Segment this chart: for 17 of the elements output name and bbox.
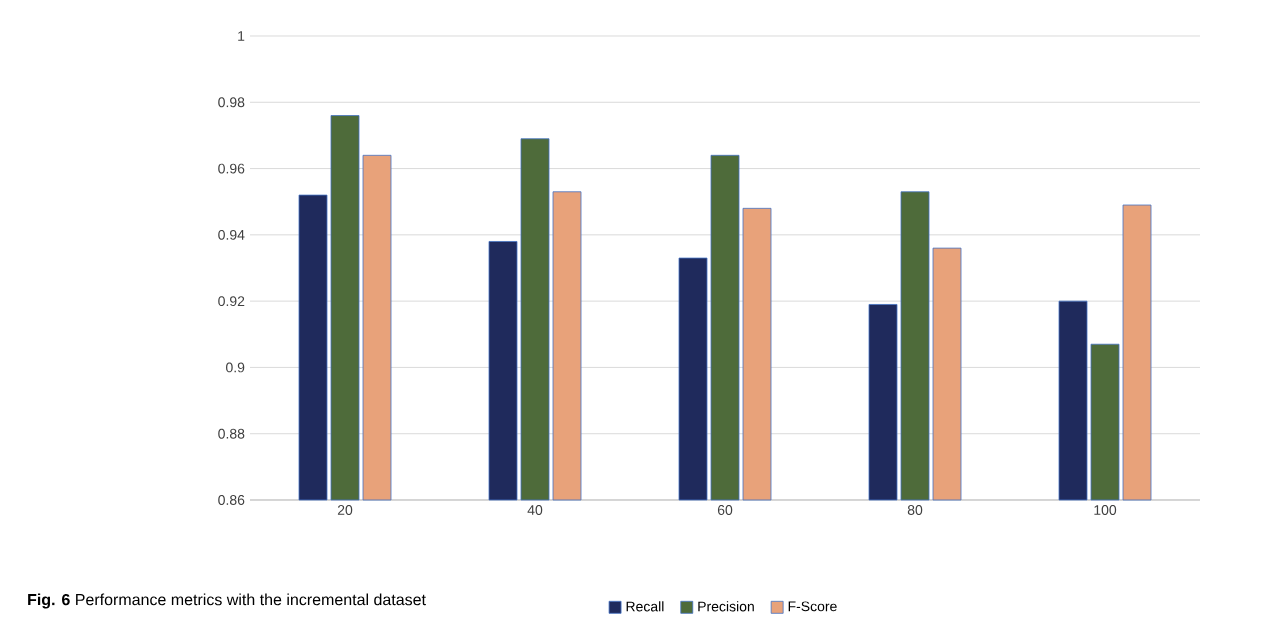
y-tick-label: 0.92 <box>218 295 245 306</box>
y-tick-label: 0.86 <box>218 494 245 505</box>
legend-label: F-Score <box>788 601 837 612</box>
x-tick-label: 100 <box>1094 504 1117 515</box>
y-tick-label: 0.88 <box>218 428 245 439</box>
legend-label: Precision <box>698 600 754 612</box>
y-tick-label: 0.96 <box>218 163 245 174</box>
y-tick-label: 0.94 <box>218 229 245 240</box>
y-tick-label: 1 <box>238 30 245 41</box>
text: Fig. 6 Performance metrics with the incremental dataset <box>28 593 426 609</box>
x-tick-label: 80 <box>907 504 923 515</box>
x-tick-label: 60 <box>717 504 733 515</box>
x-tick-label: 40 <box>527 504 543 515</box>
legend-label: Recall <box>626 600 664 612</box>
y-tick-label: 0.98 <box>218 97 245 108</box>
y-tick-label: 0.9 <box>226 362 245 373</box>
x-tick-label: 20 <box>337 504 353 515</box>
